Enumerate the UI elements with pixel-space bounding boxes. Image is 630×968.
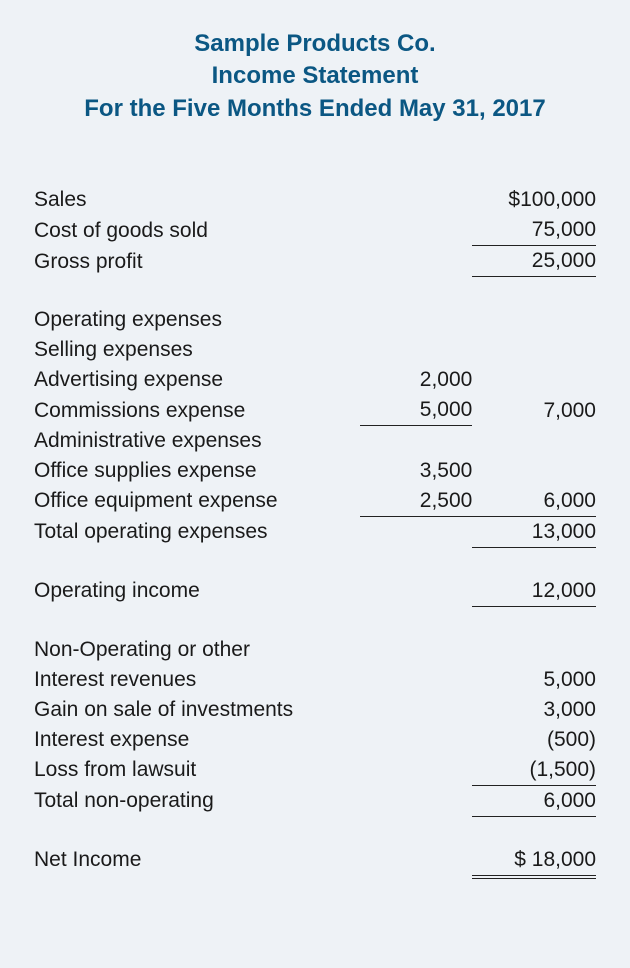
- label-net-income: Net Income: [34, 845, 360, 876]
- row-nonop-header: Non-Operating or other: [34, 635, 596, 665]
- value-commissions-sub: 5,000: [360, 395, 472, 426]
- statement-period: For the Five Months Ended May 31, 2017: [34, 93, 596, 125]
- label-sales: Sales: [34, 185, 360, 215]
- label-total-opex: Total operating expenses: [34, 516, 360, 547]
- row-loss-lawsuit: Loss from lawsuit (1,500): [34, 755, 596, 786]
- value-office-equipment-total: 6,000: [472, 486, 596, 517]
- row-opex-header: Operating expenses: [34, 305, 596, 335]
- row-gross-profit: Gross profit 25,000: [34, 246, 596, 277]
- row-sales: Sales $100,000: [34, 185, 596, 215]
- row-operating-income: Operating income 12,000: [34, 576, 596, 607]
- label-loss-lawsuit: Loss from lawsuit: [34, 755, 360, 786]
- label-interest-revenues: Interest revenues: [34, 665, 360, 695]
- label-operating-income: Operating income: [34, 576, 360, 607]
- label-commissions: Commissions expense: [34, 395, 360, 426]
- value-office-equipment-sub: 2,500: [360, 486, 472, 517]
- label-cogs: Cost of goods sold: [34, 215, 360, 246]
- label-admin-header: Administrative expenses: [34, 426, 360, 456]
- row-office-equipment: Office equipment expense 2,500 6,000: [34, 486, 596, 517]
- value-net-income: $ 18,000: [472, 845, 596, 876]
- label-advertising: Advertising expense: [34, 365, 360, 395]
- value-cogs: 75,000: [472, 215, 596, 246]
- value-gross-profit: 25,000: [472, 246, 596, 277]
- value-loss-lawsuit: (1,500): [472, 755, 596, 786]
- row-total-nonop: Total non-operating 6,000: [34, 785, 596, 816]
- row-admin-header: Administrative expenses: [34, 426, 596, 456]
- row-advertising: Advertising expense 2,000: [34, 365, 596, 395]
- label-gain-sale: Gain on sale of investments: [34, 695, 360, 725]
- row-interest-expense: Interest expense (500): [34, 725, 596, 755]
- row-cogs: Cost of goods sold 75,000: [34, 215, 596, 246]
- row-commissions: Commissions expense 5,000 7,000: [34, 395, 596, 426]
- label-nonop-header: Non-Operating or other: [34, 635, 360, 665]
- label-office-equipment: Office equipment expense: [34, 486, 360, 517]
- income-statement-table: Sales $100,000 Cost of goods sold 75,000…: [34, 185, 596, 876]
- value-commissions-total: 7,000: [472, 395, 596, 426]
- statement-header: Sample Products Co. Income Statement For…: [34, 28, 596, 125]
- row-total-opex: Total operating expenses 13,000: [34, 516, 596, 547]
- row-interest-revenues: Interest revenues 5,000: [34, 665, 596, 695]
- value-interest-expense: (500): [472, 725, 596, 755]
- label-interest-expense: Interest expense: [34, 725, 360, 755]
- statement-title: Income Statement: [34, 60, 596, 92]
- row-gain-sale: Gain on sale of investments 3,000: [34, 695, 596, 725]
- company-name: Sample Products Co.: [34, 28, 596, 60]
- value-advertising: 2,000: [360, 365, 472, 395]
- value-interest-revenues: 5,000: [472, 665, 596, 695]
- value-total-opex: 13,000: [472, 516, 596, 547]
- label-selling-header: Selling expenses: [34, 335, 360, 365]
- label-office-supplies: Office supplies expense: [34, 456, 360, 486]
- label-opex-header: Operating expenses: [34, 305, 360, 335]
- row-selling-header: Selling expenses: [34, 335, 596, 365]
- value-gain-sale: 3,000: [472, 695, 596, 725]
- value-operating-income: 12,000: [472, 576, 596, 607]
- row-net-income: Net Income $ 18,000: [34, 845, 596, 876]
- value-office-supplies: 3,500: [360, 456, 472, 486]
- value-sales: $100,000: [472, 185, 596, 215]
- label-gross-profit: Gross profit: [34, 246, 360, 277]
- row-office-supplies: Office supplies expense 3,500: [34, 456, 596, 486]
- value-total-nonop: 6,000: [472, 785, 596, 816]
- label-total-nonop: Total non-operating: [34, 785, 360, 816]
